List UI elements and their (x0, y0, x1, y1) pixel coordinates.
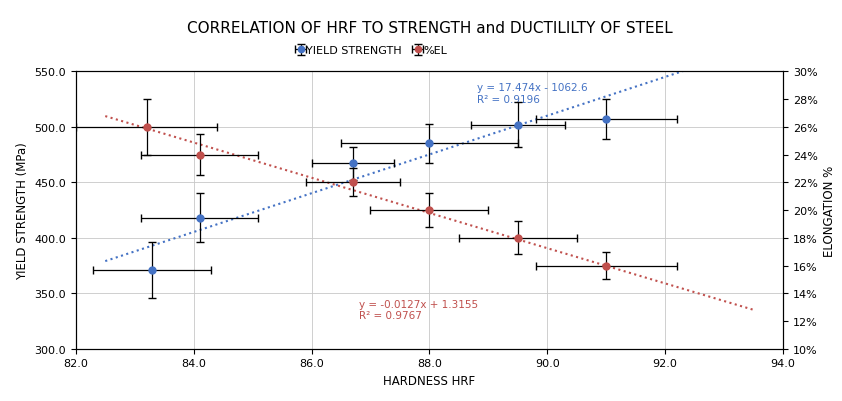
Y-axis label: ELONGATION %: ELONGATION % (823, 165, 836, 256)
Text: y = 17.474x - 1062.6
R² = 0.9196: y = 17.474x - 1062.6 R² = 0.9196 (477, 83, 587, 105)
Title: CORRELATION OF HRF TO STRENGTH and DUCTILILTY OF STEEL: CORRELATION OF HRF TO STRENGTH and DUCTI… (187, 21, 672, 36)
Text: y = -0.0127x + 1.3155
R² = 0.9767: y = -0.0127x + 1.3155 R² = 0.9767 (359, 299, 477, 321)
X-axis label: HARDNESS HRF: HARDNESS HRF (383, 374, 476, 387)
Y-axis label: YIELD STRENGTH (MPa): YIELD STRENGTH (MPa) (16, 142, 29, 279)
Legend: YIELD STRENGTH, %EL: YIELD STRENGTH, %EL (294, 42, 451, 61)
